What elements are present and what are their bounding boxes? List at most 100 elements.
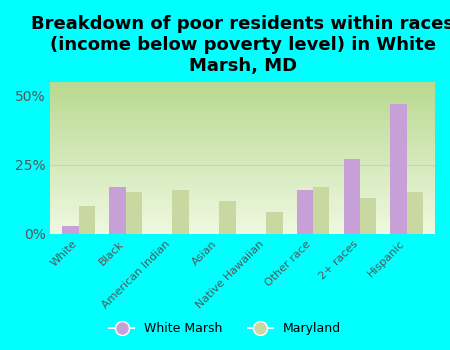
Bar [391,104,407,234]
Bar [50,94,435,96]
Bar [50,219,435,220]
Bar [313,187,329,234]
Bar [50,115,435,117]
Bar [50,127,435,129]
Bar [50,126,435,127]
Bar [50,114,435,115]
Bar [79,206,95,234]
Bar [50,149,435,150]
Bar [50,176,435,178]
Bar [360,198,376,234]
Bar [50,226,435,228]
Bar [50,142,435,144]
Bar [50,184,435,185]
Bar [50,228,435,229]
Bar [50,210,435,211]
Bar [50,82,435,83]
Bar [50,231,435,232]
Bar [50,193,435,194]
Bar [50,213,435,214]
Bar [50,190,435,191]
Bar [50,152,435,153]
Bar [50,187,435,188]
Bar [50,109,435,111]
Bar [50,202,435,203]
Bar [50,91,435,92]
Bar [50,129,435,131]
Legend: White Marsh, Maryland: White Marsh, Maryland [104,317,346,340]
Bar [266,212,283,234]
Bar [50,191,435,193]
Bar [50,100,435,102]
Bar [50,178,435,179]
Bar [50,205,435,206]
Bar [50,153,435,155]
Bar [50,140,435,141]
Bar [50,172,435,173]
Bar [50,103,435,105]
Bar [50,194,435,196]
Bar [297,190,313,234]
Bar [50,118,435,120]
Bar [50,117,435,118]
Bar [50,106,435,107]
Bar [50,217,435,219]
Bar [50,155,435,156]
Bar [50,164,435,166]
Bar [50,188,435,190]
Bar [50,208,435,210]
Bar [50,83,435,85]
Bar [50,197,435,199]
Bar [50,156,435,158]
Bar [50,132,435,133]
Bar [50,138,435,140]
Bar [50,105,435,106]
Bar [343,159,360,234]
Bar [50,211,435,213]
Bar [50,121,435,123]
Bar [407,193,423,234]
Bar [50,144,435,146]
Bar [50,196,435,197]
Bar [50,135,435,136]
Bar [50,182,435,184]
Bar [50,92,435,94]
Bar [50,162,435,164]
Bar [126,193,142,234]
Bar [50,159,435,161]
Bar [50,85,435,86]
Bar [50,136,435,138]
Bar [50,181,435,182]
Bar [50,166,435,167]
Bar [50,222,435,223]
Bar [50,98,435,100]
Bar [50,158,435,159]
Bar [50,167,435,168]
Bar [50,168,435,170]
Bar [50,97,435,98]
Bar [50,89,435,91]
Bar [50,185,435,187]
Bar [50,220,435,222]
Bar [50,123,435,124]
Bar [172,190,189,234]
Bar [50,161,435,162]
Bar [50,170,435,172]
Bar [50,96,435,97]
Bar [50,141,435,142]
Bar [50,225,435,226]
Bar [50,201,435,202]
Bar [50,133,435,135]
Bar [50,150,435,152]
Bar [50,229,435,231]
Bar [50,173,435,175]
Bar [50,232,435,234]
Bar [50,86,435,88]
Bar [50,203,435,205]
Bar [50,107,435,109]
Bar [50,112,435,114]
Bar [50,216,435,217]
Bar [50,102,435,103]
Bar [109,187,126,234]
Bar [50,175,435,176]
